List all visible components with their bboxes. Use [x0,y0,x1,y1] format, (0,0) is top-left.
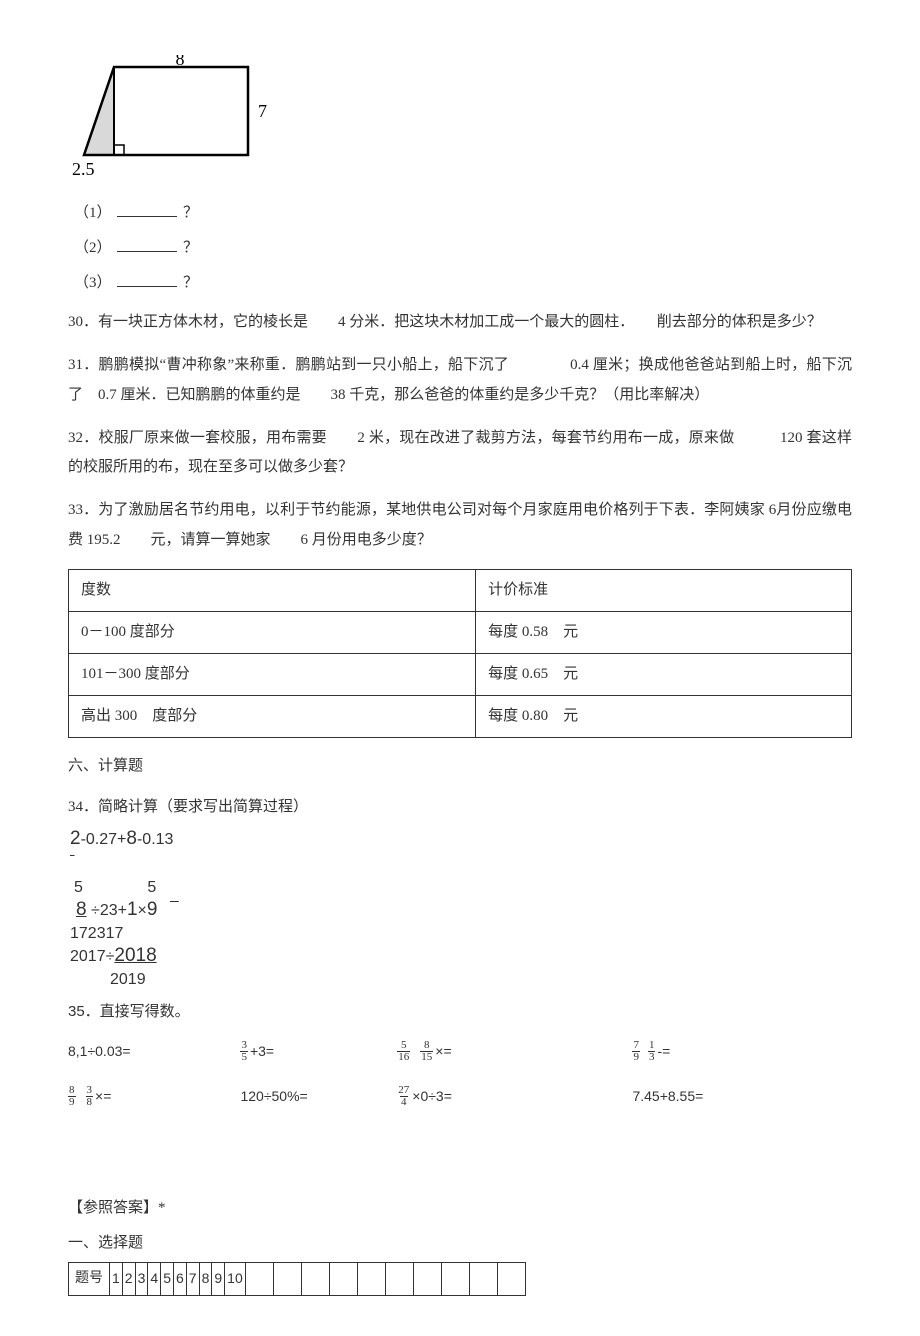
calc-cell: 79 13 - = [632,1040,852,1063]
calc-cell: 35 +3= [240,1040,397,1063]
calc-cell: 7.45+8.55= [632,1087,852,1107]
answer-num: 1 [110,1263,123,1296]
answer-num: 8 [199,1263,212,1296]
calc-frag: 172317 [70,924,852,943]
calc-cell: 516 815 × = [397,1040,632,1063]
answer-num: 9 [212,1263,225,1296]
answer-empty [469,1263,497,1296]
question-32: 32．校服厂原来做一套校服，用布需要 2 米，现在改进了裁剪方法，每套节约用布一… [68,424,852,483]
calc-cell: 274 ×0÷3= [397,1085,632,1108]
calc-cell: 89 38 × = [68,1085,240,1108]
direct-calc-grid: 8,1÷0.03= 35 +3= 516 815 × = 79 13 - = 8… [68,1040,852,1108]
sub-question-2: （2） ？ [74,238,852,259]
table-header-price: 计价标准 [476,569,852,611]
calc-cell: 120÷50%= [240,1087,397,1107]
blank-2 [117,238,177,252]
trapezoid-svg: 872.5 [72,55,282,183]
answer-index-table: 题号 1 2 3 4 5 6 7 8 9 10 [68,1262,526,1296]
calc-frag: 2019 [110,970,852,989]
tier-price: 每度 0.65 元 [476,653,852,695]
table-row: 高出 300 度部分 每度 0.80 元 [69,695,852,737]
answer-empty [245,1263,273,1296]
svg-text:2.5: 2.5 [72,159,95,179]
answer-num: 6 [173,1263,186,1296]
answer-empty [357,1263,385,1296]
calc-frag: -0.27+ [81,831,127,848]
answer-num: 2 [122,1263,135,1296]
answer-num: 5 [161,1263,174,1296]
calc-frag: ÷23+ [91,902,127,919]
tier-range: 0－100 度部分 [69,611,476,653]
question-30: 30．有一块正方体木材，它的棱长是 4 分米．把这块木材加工成一个最大的圆柱． … [68,308,852,337]
sub-question-3: （3） ？ [74,273,852,294]
paren-2: （2） [74,240,112,256]
blank-1 [117,203,177,217]
answer-empty [301,1263,329,1296]
qmark-1: ？ [183,205,198,221]
answer-num: 3 [135,1263,148,1296]
answer-empty [441,1263,469,1296]
sub-question-1: （1） ？ [74,203,852,224]
calc-frag: 2018 [114,945,156,966]
qmark-2: ？ [183,240,198,256]
answers-section-1: 一、选择题 [68,1233,852,1254]
calc-frag: -0.13 [137,831,173,848]
paren-3: （3） [74,275,112,291]
answer-num: 10 [225,1263,246,1296]
svg-text:8: 8 [176,55,185,69]
table-row: 度数 计价标准 [69,569,852,611]
calc-frag: 5 [74,879,83,896]
calc-frag: 9 [147,899,158,920]
calc-frag: 2017÷ [70,948,114,965]
section-6-heading: 六、计算题 [68,756,852,777]
calc-frag: 8 [126,828,137,849]
calc-frag: × [138,902,147,919]
question-35: 35．直接写得数。 [68,997,852,1026]
table-row: 101－300 度部分 每度 0.65 元 [69,653,852,695]
electricity-tier-table: 度数 计价标准 0－100 度部分 每度 0.58 元 101－300 度部分 … [68,569,852,738]
calc-frag: 1 [127,899,138,920]
question-34: 34．简略计算（要求写出简算过程） [68,793,852,822]
trapezoid-figure: 872.5 [72,55,852,183]
calc-expressions: 2-0.27+8-0.13 5 5 8 ÷23+1×9 172317 2017÷… [70,828,852,989]
calc-cell: 8,1÷0.03= [68,1042,240,1062]
qmark-3: ？ [183,275,198,291]
question-31: 31．鹏鹏模拟“曹冲称象”来称重．鹏鹏站到一只小船上，船下沉了 0.4 厘米；换… [68,351,852,410]
tier-range: 高出 300 度部分 [69,695,476,737]
question-33: 33．为了激励居名节约用电，以利于节约能源，某地供电公司对每个月家庭用电价格列于… [68,496,852,555]
table-header-degree: 度数 [69,569,476,611]
tier-price: 每度 0.80 元 [476,695,852,737]
answer-empty [413,1263,441,1296]
blank-3 [117,273,177,287]
tier-price: 每度 0.58 元 [476,611,852,653]
answer-num: 7 [186,1263,199,1296]
table-row: 0－100 度部分 每度 0.58 元 [69,611,852,653]
svg-text:7: 7 [258,101,267,121]
answer-empty [497,1263,525,1296]
answer-num: 4 [148,1263,161,1296]
paren-1: （1） [74,205,112,221]
answers-heading: 【参照答案】* [68,1198,852,1219]
answer-empty [329,1263,357,1296]
answer-empty [273,1263,301,1296]
calc-frag: 8 [76,899,87,920]
tier-range: 101－300 度部分 [69,653,476,695]
answer-row-label: 题号 [69,1263,110,1296]
calc-frag: 2 [70,828,81,849]
calc-frag: 5 [147,879,156,896]
answer-empty [385,1263,413,1296]
table-row: 题号 1 2 3 4 5 6 7 8 9 10 [69,1263,526,1296]
